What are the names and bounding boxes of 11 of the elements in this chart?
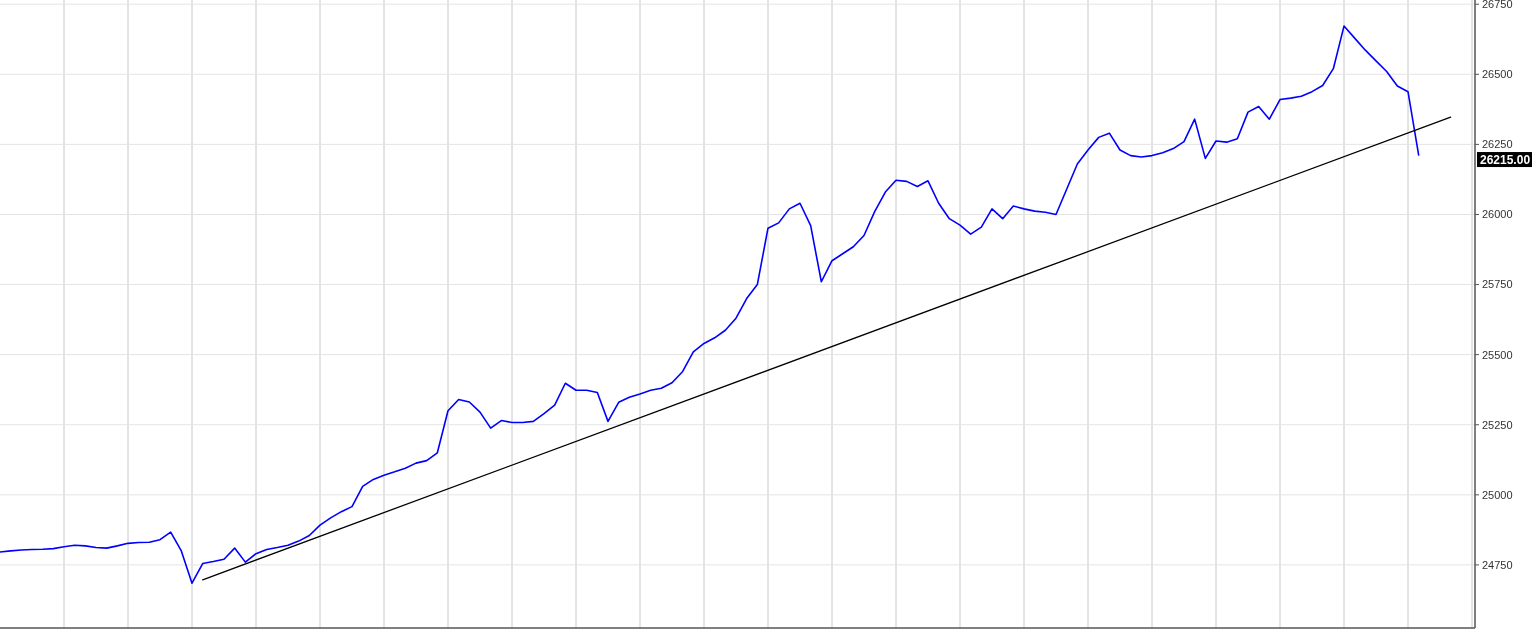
y-tick-label: 25750 <box>1482 278 1513 291</box>
y-tick-label: 25000 <box>1482 488 1513 501</box>
line-series <box>0 25 1420 584</box>
y-tick-label: 25250 <box>1482 418 1513 431</box>
y-tick-label: 26000 <box>1482 208 1513 221</box>
y-tick-label: 24750 <box>1482 558 1513 571</box>
text: 26215.00 <box>1480 152 1531 167</box>
y-tick-label: 26500 <box>1482 68 1513 81</box>
y-tick-label: 26750 <box>1482 0 1513 11</box>
y-tick-label: 25500 <box>1482 348 1513 361</box>
y-tick-label: 26250 <box>1482 138 1513 151</box>
